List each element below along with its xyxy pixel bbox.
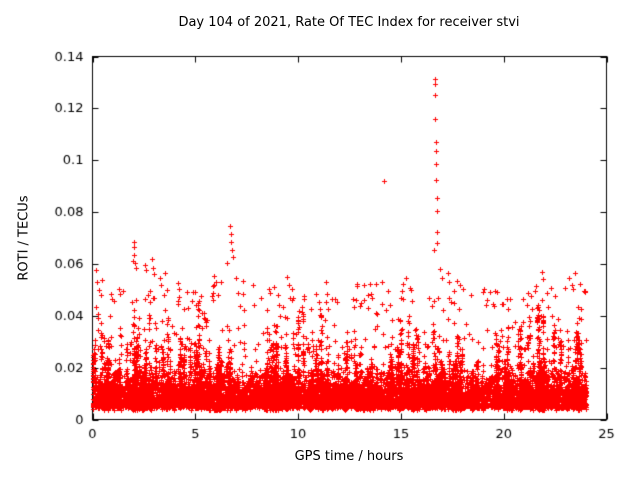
x-axis-label: GPS time / hours: [294, 449, 404, 464]
chart-title: Day 104 of 2021, Rate Of TEC Index for r…: [178, 15, 520, 30]
y-axis-label: ROTI / TECUs: [16, 195, 32, 281]
